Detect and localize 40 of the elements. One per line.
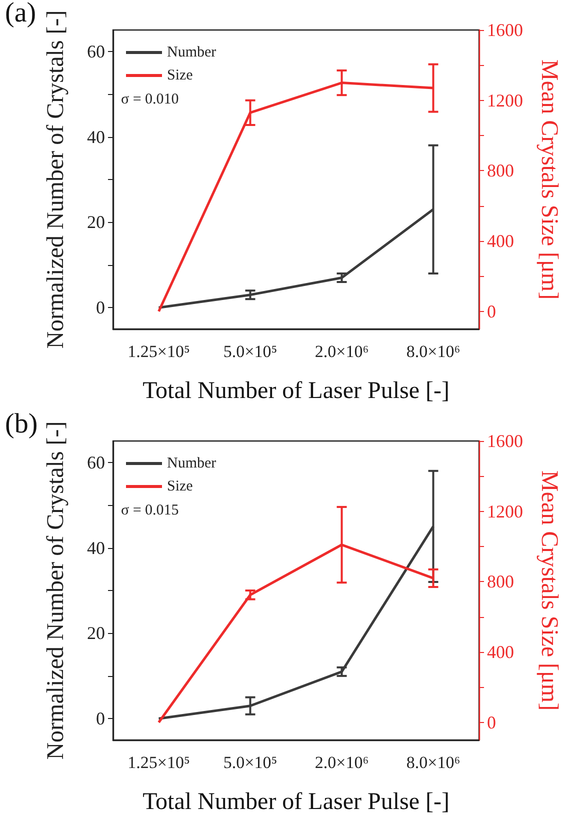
y2-tick-label: 0 xyxy=(487,712,496,732)
x-tick-label: 2.0×10⁶ xyxy=(314,342,369,361)
x-tick-label: 1.25×10⁵ xyxy=(128,342,190,361)
y2-axis-title: Mean Crystals Size [μm] xyxy=(536,470,562,711)
y2-tick-label: 400 xyxy=(487,642,514,662)
y2-tick-label: 1600 xyxy=(487,431,523,451)
y2-tick-label: 800 xyxy=(487,572,514,592)
y-tick-label: 20 xyxy=(87,623,105,644)
y2-axis-title: Mean Crystals Size [μm] xyxy=(536,59,562,300)
y-axis-title: Normalized Number of Crystals [-] xyxy=(43,10,69,349)
chart-title: (b) xyxy=(5,408,38,440)
chart-title: (a) xyxy=(5,0,36,28)
y2-tick-label: 1600 xyxy=(487,20,523,40)
y-tick-label: 40 xyxy=(87,538,105,558)
annotation: σ = 0.010 xyxy=(121,92,179,108)
legend-label: Number xyxy=(167,44,216,60)
y2-tick-label: 1200 xyxy=(487,501,523,522)
y-tick-label: 20 xyxy=(87,212,105,232)
y2-tick-label: 800 xyxy=(487,160,514,181)
legend-label: Number xyxy=(167,456,216,472)
y-tick-label: 60 xyxy=(87,41,105,62)
x-tick-label: 5.0×10⁵ xyxy=(223,753,278,772)
y-tick-label: 0 xyxy=(96,708,105,729)
x-tick-label: 2.0×10⁶ xyxy=(314,753,369,772)
annotation: σ = 0.015 xyxy=(121,502,179,518)
x-axis-title: Total Number of Laser Pulse [-] xyxy=(142,789,450,815)
y2-tick-label: 1200 xyxy=(487,90,523,110)
x-axis-title: Total Number of Laser Pulse [-] xyxy=(142,378,450,404)
x-tick-label: 1.25×10⁵ xyxy=(128,753,190,772)
x-tick-label: 5.0×10⁵ xyxy=(223,342,278,361)
y2-tick-label: 0 xyxy=(487,301,496,322)
y-axis-title: Normalized Number of Crystals [-] xyxy=(43,421,69,760)
y-tick-label: 0 xyxy=(96,298,105,318)
x-tick-label: 8.0×10⁶ xyxy=(406,342,460,361)
legend-label: Size xyxy=(167,478,194,494)
x-tick-label: 8.0×10⁶ xyxy=(406,753,460,772)
y2-tick-label: 400 xyxy=(487,231,514,252)
legend-label: Size xyxy=(167,68,194,84)
y-tick-label: 40 xyxy=(87,126,105,147)
y-tick-label: 60 xyxy=(87,452,105,472)
